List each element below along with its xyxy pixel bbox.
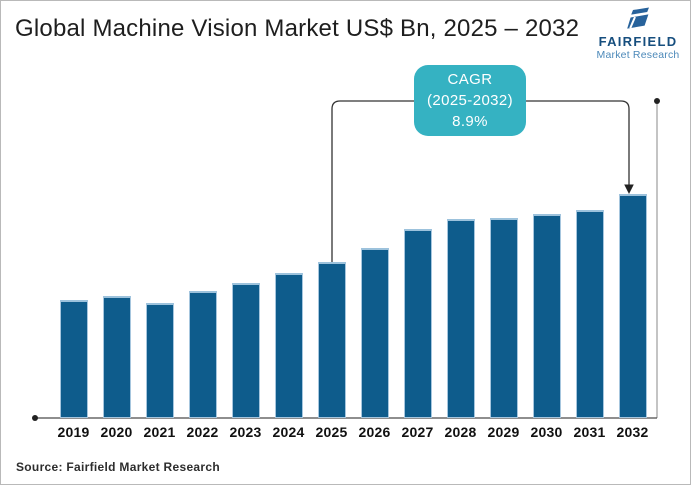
fairfield-flag-icon <box>625 7 651 34</box>
bar-2023 <box>231 283 260 418</box>
bar-2028 <box>446 219 475 418</box>
bar-2019 <box>59 300 88 418</box>
bar-slot-2026 <box>353 194 396 418</box>
x-tick-2022: 2022 <box>186 424 219 440</box>
cagr-period: (2025-2032) <box>426 92 514 109</box>
x-tick-2023: 2023 <box>229 424 262 440</box>
bar-slot-2025 <box>310 194 353 418</box>
x-tick-2025: 2025 <box>315 424 348 440</box>
x-axis-labels: 2019 2020 2021 2022 2023 2024 2025 2026 2027 2028… <box>52 424 654 442</box>
bar-series <box>52 194 654 418</box>
logo-brand-text: FAIRFIELD <box>598 34 678 49</box>
bar-slot-2019 <box>52 194 95 418</box>
cagr-callout: CAGR (2025-2032) 8.9% <box>414 65 526 136</box>
x-tick-2019: 2019 <box>57 424 90 440</box>
bar-slot-2031 <box>568 194 611 418</box>
bar-2025 <box>317 262 346 418</box>
right-axis-dot <box>654 98 660 104</box>
bar-2024 <box>274 273 303 418</box>
bar-slot-2028 <box>439 194 482 418</box>
bar-2022 <box>188 291 217 418</box>
source-note: Source: Fairfield Market Research <box>16 460 220 474</box>
x-tick-2028: 2028 <box>444 424 477 440</box>
bar-slot-2030 <box>525 194 568 418</box>
bar-2026 <box>360 248 389 418</box>
bar-slot-2021 <box>138 194 181 418</box>
bar-slot-2020 <box>95 194 138 418</box>
x-axis-dot <box>32 415 38 421</box>
bar-2030 <box>532 214 561 418</box>
bar-slot-2023 <box>224 194 267 418</box>
cagr-label: CAGR <box>447 71 493 88</box>
bar-2021 <box>145 303 174 418</box>
bar-slot-2032 <box>611 194 654 418</box>
fairfield-logo: FAIRFIELD Market Research <box>592 7 684 62</box>
bar-2032 <box>618 194 647 418</box>
bar-slot-2022 <box>181 194 224 418</box>
bar-slot-2029 <box>482 194 525 418</box>
bar-2027 <box>403 229 432 418</box>
bar-2029 <box>489 218 518 418</box>
page-title: Global Machine Vision Market US$ Bn, 202… <box>15 15 580 42</box>
bar-slot-2024 <box>267 194 310 418</box>
bar-2020 <box>102 296 131 418</box>
x-tick-2027: 2027 <box>401 424 434 440</box>
logo-tagline-text: Market Research <box>596 49 680 62</box>
bar-slot-2027 <box>396 194 439 418</box>
x-tick-2029: 2029 <box>487 424 520 440</box>
arrow-down-icon <box>624 184 634 194</box>
bar-2031 <box>575 210 604 418</box>
x-tick-2026: 2026 <box>358 424 391 440</box>
x-tick-2020: 2020 <box>100 424 133 440</box>
x-tick-2032: 2032 <box>616 424 649 440</box>
x-tick-2024: 2024 <box>272 424 305 440</box>
x-tick-2031: 2031 <box>573 424 606 440</box>
cagr-value: 8.9% <box>452 113 488 130</box>
x-tick-2030: 2030 <box>530 424 563 440</box>
x-tick-2021: 2021 <box>143 424 176 440</box>
